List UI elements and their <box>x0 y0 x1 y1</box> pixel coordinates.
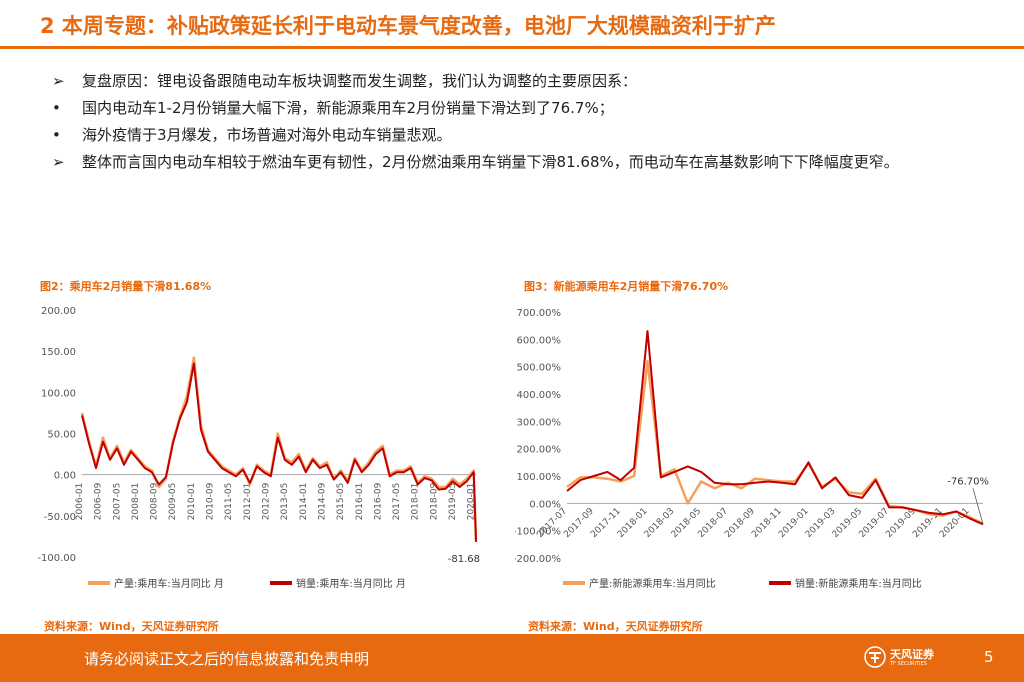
x-tick-label: 2008-09 <box>150 482 160 520</box>
legend-label: 产量:新能源乘用车:当月同比 <box>589 577 716 590</box>
bullet-marker: • <box>52 99 61 117</box>
legend-label: 产量:乘用车:当月同比 月 <box>114 577 224 590</box>
x-tick-label: 2012-01 <box>243 483 253 521</box>
y-tick-label: 150.00 <box>41 347 76 358</box>
x-tick-label: 2007-05 <box>112 483 122 521</box>
bullet-text: 复盘原因：锂电设备跟随电动车板块调整而发生调整，我们认为调整的主要原因系： <box>82 72 638 90</box>
bullet-marker: ➢ <box>52 153 65 171</box>
y-tick-label: 0.00% <box>529 499 561 510</box>
figure-2-source: 资料来源：Wind，天风证券研究所 <box>44 620 219 633</box>
footer-bar: 请务必阅读正文之后的信息披露和免责申明 天风证券 TF SECURITIES 5 <box>0 634 1024 682</box>
x-tick-label: 2010-09 <box>206 482 216 520</box>
x-tick-label: 2010-01 <box>187 483 197 521</box>
bullet-text: 国内电动车1-2月份销量大幅下滑，新能源乘用车2月份销量下滑达到了76.7%； <box>82 99 614 117</box>
figure-2-chart: 200.00 150.00 100.00 50.00 0.00 -50.00 -100.00… <box>37 306 480 590</box>
y-tick-label: 100.00 <box>41 388 76 399</box>
annotation-label: -81.68 <box>448 554 480 565</box>
series-line-production <box>566 359 984 525</box>
tf-logo-icon <box>864 646 886 668</box>
bullet-text: 整体而言国内电动车相较于燃油车更有韧性，2月份燃油乘用车销量下滑81.68%，而… <box>82 153 899 171</box>
legend-label: 销量:新能源乘用车:当月同比 <box>795 577 922 590</box>
x-tick-label: 2018-01 <box>411 483 421 521</box>
page-number: 5 <box>984 648 994 666</box>
x-tick-label: 2008-01 <box>131 483 141 521</box>
figure-3-title: 图3：新能源乘用车2月销量下滑76.70% <box>524 280 729 293</box>
bullet-item: ➢ 复盘原因：锂电设备跟随电动车板块调整而发生调整，我们认为调整的主要原因系： <box>52 68 992 95</box>
series-line-sales <box>81 362 477 542</box>
bullet-item: • 国内电动车1-2月份销量大幅下滑，新能源乘用车2月份销量下滑达到了76.7%… <box>52 95 992 122</box>
x-tick-label: 2006-01 <box>75 483 85 521</box>
y-tick-label: 200.00% <box>517 445 562 456</box>
y-tick-label: 500.00% <box>517 363 562 374</box>
y-tick-label: 600.00% <box>517 335 562 346</box>
x-tick-label: 2017-05 <box>392 483 402 521</box>
bullet-list: ➢ 复盘原因：锂电设备跟随电动车板块调整而发生调整，我们认为调整的主要原因系： … <box>52 68 992 176</box>
page-title: 2 本周专题：补贴政策延长利于电动车景气度改善，电池厂大规模融资利于扩产 <box>40 14 776 38</box>
y-tick-label: -100.00 <box>37 553 76 564</box>
y-tick-label: -100.00% <box>515 527 561 538</box>
y-tick-label: 0.00 <box>54 471 76 482</box>
x-tick-label: 2016-09 <box>373 482 383 520</box>
bullet-text: 海外疫情于3月爆发，市场普遍对海外电动车销量悲观。 <box>82 126 452 144</box>
figure-3-source: 资料来源：Wind，天风证券研究所 <box>528 620 703 633</box>
y-tick-label: 300.00% <box>517 417 562 428</box>
x-tick-label: 2012-09 <box>262 482 272 520</box>
annotation-label: -76.70% <box>947 476 989 487</box>
x-tick-label: 2018-09 <box>429 482 439 520</box>
disclaimer-text: 请务必阅读正文之后的信息披露和免责申明 <box>84 650 370 668</box>
annotation-leader <box>972 488 984 525</box>
x-tick-label: 2006-09 <box>94 482 104 520</box>
bullet-marker: • <box>52 126 61 144</box>
x-tick-label: 2014-09 <box>317 482 327 520</box>
y-tick-label: 400.00% <box>517 390 562 401</box>
y-tick-label: -50.00 <box>44 512 76 523</box>
y-tick-label: 50.00 <box>47 430 76 441</box>
x-tick-label: 2011-05 <box>224 483 234 521</box>
brand-subtitle: TF SECURITIES <box>890 661 927 667</box>
x-tick-label: 2014-01 <box>299 483 309 521</box>
x-tick-label: 2009-05 <box>168 483 178 521</box>
x-tick-label: 2020-01 <box>467 483 477 521</box>
y-tick-label: 200.00 <box>41 306 76 317</box>
bullet-item: • 海外疫情于3月爆发，市场普遍对海外电动车销量悲观。 <box>52 122 992 149</box>
brand-name: 天风证券 <box>890 648 934 661</box>
bullet-item: ➢ 整体而言国内电动车相较于燃油车更有韧性，2月份燃油乘用车销量下滑81.68%… <box>52 149 992 176</box>
title-divider <box>0 46 1024 49</box>
x-tick-label: 2015-05 <box>336 483 346 521</box>
x-tick-label: 2013-05 <box>280 483 290 521</box>
bullet-marker: ➢ <box>52 72 65 90</box>
x-tick-label: 2016-01 <box>355 483 365 521</box>
y-tick-label: 700.00% <box>517 308 562 319</box>
figure-2-title: 图2：乘用车2月销量下滑81.68% <box>40 280 212 293</box>
legend-label: 销量:乘用车:当月同比 月 <box>296 577 406 590</box>
y-tick-label: -200.00% <box>515 554 561 565</box>
figure-3-chart: 700.00% 600.00% 500.00% 400.00% 300.00% 200.0… <box>515 308 989 590</box>
x-tick-label: 2019-05 <box>448 483 458 521</box>
series-line-sales <box>566 330 984 526</box>
y-tick-label: 100.00% <box>517 472 562 483</box>
